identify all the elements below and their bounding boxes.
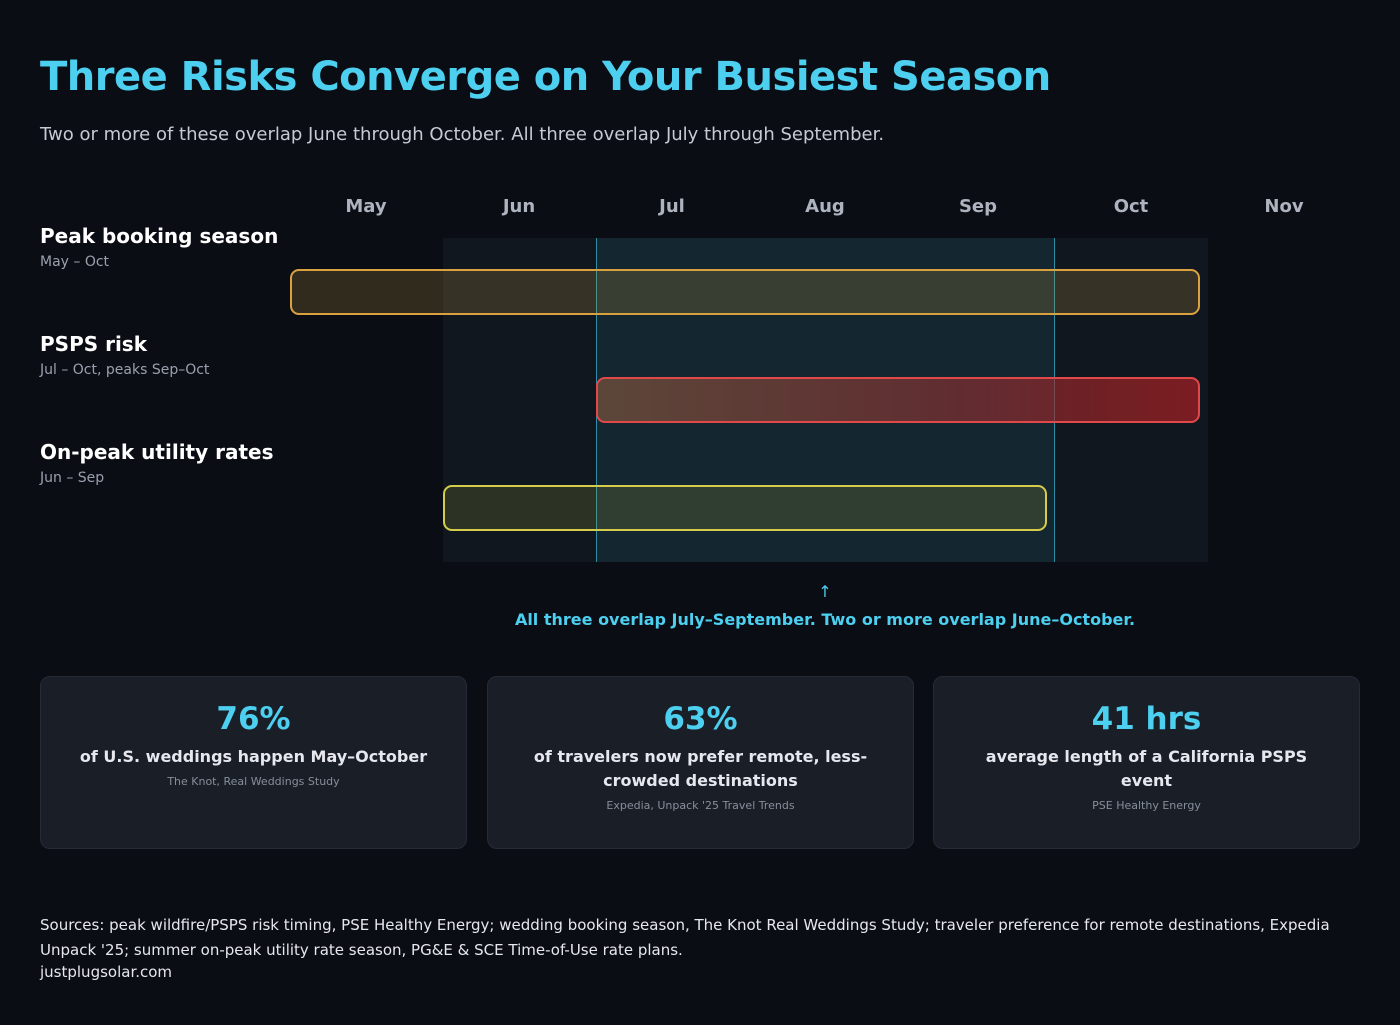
sources-footnote: Sources: peak wildfire/PSPS risk timing,… bbox=[40, 916, 1330, 959]
row-label-utility-rates: On-peak utility rates bbox=[40, 440, 274, 464]
overlap-annotation: All three overlap July–September. Two or… bbox=[514, 610, 1136, 629]
risk-timeline-chart: May Jun Jul Aug Sep Oct Nov Peak booking… bbox=[0, 190, 1400, 640]
up-arrow-icon: ↑ bbox=[818, 582, 832, 601]
bar-utility-rates bbox=[442, 485, 1047, 531]
row-range-psps: Jul – Oct, peaks Sep–Oct bbox=[40, 362, 210, 378]
month-label: Oct bbox=[1113, 196, 1149, 217]
stat-card-weddings: 76% of U.S. weddings happen May–October … bbox=[40, 676, 467, 849]
row-range-peak-booking: May – Oct bbox=[40, 254, 110, 270]
month-label: Sep bbox=[958, 196, 998, 217]
bar-peak-booking bbox=[289, 269, 1200, 315]
row-label-psps: PSPS risk bbox=[40, 332, 148, 356]
page-subtitle: Two or more of these overlap June throug… bbox=[40, 124, 885, 145]
stat-value: 63% bbox=[663, 701, 738, 737]
site-link[interactable]: justplugsolar.com bbox=[40, 963, 173, 981]
stat-source: The Knot, Real Weddings Study bbox=[167, 775, 340, 788]
bar-psps-risk bbox=[595, 377, 1200, 423]
page-title: Three Risks Converge on Your Busiest Sea… bbox=[40, 54, 1051, 100]
stat-label: of travelers now prefer remote, less-cro… bbox=[533, 747, 868, 790]
month-label: Aug bbox=[805, 196, 845, 217]
month-label: Jun bbox=[502, 196, 536, 217]
stat-value: 76% bbox=[216, 701, 291, 737]
row-label-peak-booking: Peak booking season bbox=[40, 224, 279, 248]
month-label: Nov bbox=[1264, 196, 1304, 217]
stat-label: average length of a California PSPS even… bbox=[985, 747, 1308, 790]
stat-value: 41 hrs bbox=[1091, 701, 1202, 737]
stat-source: Expedia, Unpack '25 Travel Trends bbox=[606, 799, 795, 812]
month-label: Jul bbox=[659, 196, 685, 217]
stat-card-psps-length: 41 hrs average length of a California PS… bbox=[933, 676, 1360, 849]
stat-source: PSE Healthy Energy bbox=[1092, 799, 1201, 812]
stat-card-travelers: 63% of travelers now prefer remote, less… bbox=[487, 676, 914, 849]
stat-label: of U.S. weddings happen May–October bbox=[79, 747, 428, 766]
row-range-utility-rates: Jun – Sep bbox=[40, 470, 105, 486]
month-label: May bbox=[345, 196, 387, 217]
